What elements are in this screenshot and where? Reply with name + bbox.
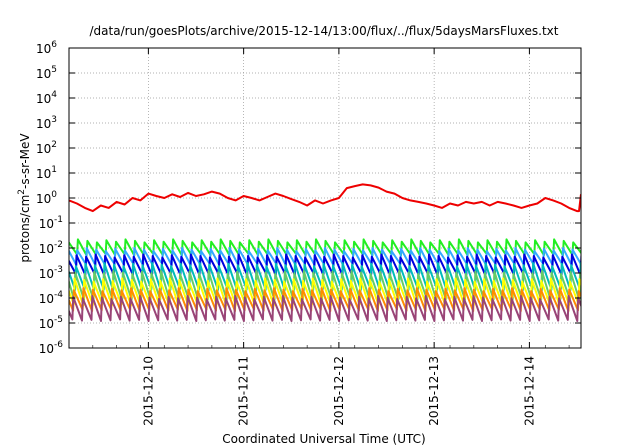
y-tick-label: 10-4 [39, 290, 64, 306]
x-tick-label: 2015-12-10 [141, 356, 155, 426]
y-tick-label: 103 [36, 115, 57, 131]
x-axis-label: Coordinated Universal Time (UTC) [222, 432, 425, 446]
y-tick-label: 10-5 [39, 315, 63, 331]
y-tick-label: 102 [36, 140, 57, 156]
y-tick-label: 101 [36, 165, 57, 181]
series-line-2 [69, 238, 581, 257]
y-tick-label: 10-2 [39, 240, 63, 256]
series-line-4 [69, 253, 581, 277]
series-line-3 [69, 247, 581, 267]
x-tick-label: 2015-12-12 [332, 356, 346, 426]
series-layer [69, 183, 581, 322]
chart-title: /data/run/goesPlots/archive/2015-12-14/1… [90, 24, 559, 38]
series-line-1 [69, 183, 581, 213]
x-tick-label: 2015-12-11 [237, 356, 251, 426]
y-tick-label: 100 [36, 190, 57, 206]
x-tick-label: 2015-12-13 [427, 356, 441, 426]
x-tick-label: 2015-12-14 [522, 356, 536, 426]
series-line-9 [69, 295, 581, 322]
x-axis: 2015-12-10 2015-12-11 2015-12-12 2015-12-13… [68, 48, 570, 426]
y-tick-label: 10-3 [39, 265, 63, 281]
y-tick-label: 10-6 [39, 340, 64, 356]
y-tick-label: 104 [36, 90, 57, 106]
y-tick-label: 105 [36, 65, 57, 81]
y-axis-label: protons/cm2-s-sr-MeV [17, 133, 32, 263]
y-tick-label: 10-1 [39, 215, 63, 231]
y-tick-label: 106 [36, 40, 57, 56]
